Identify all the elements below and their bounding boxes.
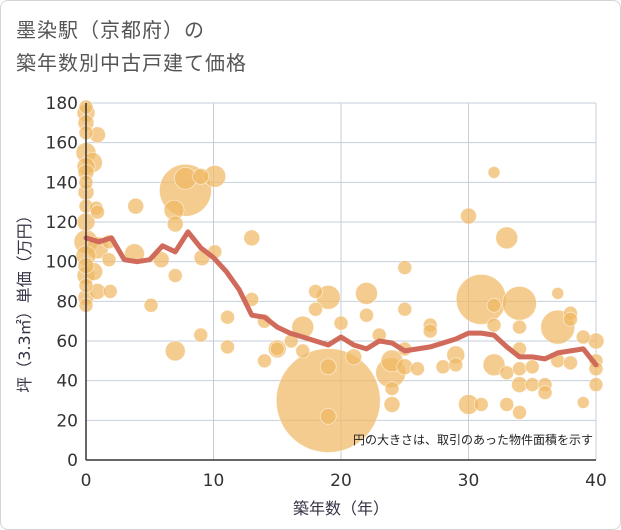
chart-title-line-2: 築年数別中古戸建て価格 [16, 51, 247, 75]
data-bubble [460, 207, 477, 225]
trend-line [83, 229, 599, 368]
data-bubble [257, 353, 272, 369]
data-bubble [275, 348, 381, 453]
data-bubble [269, 341, 285, 357]
data-bubble [333, 315, 349, 331]
data-bubble [143, 297, 159, 313]
data-bubble [167, 268, 183, 283]
data-bubble [90, 204, 105, 220]
data-bubble [152, 251, 170, 269]
x-axis-title: 築年数（年） [293, 499, 389, 518]
data-bubble [512, 319, 527, 335]
data-bubble [482, 353, 506, 377]
x-tick-label: 30 [458, 471, 480, 491]
data-bubble [455, 273, 507, 325]
data-bubble [524, 377, 540, 393]
data-bubble [220, 309, 235, 325]
bubble-size-note: 円の大きさは、取引のあった物件面積を示す [353, 432, 593, 447]
data-bubble [295, 343, 311, 359]
y-tick-label: 160 [46, 134, 78, 154]
data-bubble [588, 377, 604, 393]
data-bubble [486, 297, 502, 313]
data-bubble [193, 327, 209, 343]
data-bubble [487, 166, 501, 179]
y-tick-label: 40 [56, 372, 78, 392]
chart-title: 墨染駅（京都府）の 築年数別中古戸建て価格 [16, 14, 247, 80]
data-bubble [422, 323, 438, 339]
y-tick-label: 140 [46, 173, 78, 193]
data-bubble [359, 307, 374, 323]
data-bubble [101, 252, 117, 268]
y-axis-title: 坪（3.3㎡）単価（万円） [15, 207, 34, 392]
data-bubble [397, 301, 413, 317]
data-bubble [396, 358, 414, 376]
data-bubble [164, 340, 186, 362]
x-tick-label: 10 [203, 471, 225, 491]
y-tick-label: 80 [56, 292, 78, 312]
data-bubble [537, 385, 553, 400]
data-bubble [127, 197, 145, 215]
data-bubble [383, 396, 401, 413]
y-tick-label: 0 [67, 451, 78, 471]
data-bubble [345, 348, 363, 366]
y-tick-label: 100 [46, 253, 78, 273]
y-tick-label: 60 [56, 332, 78, 352]
x-tick-label: 0 [81, 471, 92, 491]
data-bubble [512, 361, 527, 377]
data-bubble [473, 397, 489, 412]
data-bubble [192, 167, 210, 185]
data-bubble [563, 355, 578, 371]
data-bubble [495, 226, 519, 250]
data-bubble [355, 281, 378, 305]
data-bubble [502, 285, 537, 321]
data-bubble [384, 381, 400, 397]
data-bubble [448, 357, 464, 373]
data-bubble [499, 397, 515, 412]
axes [85, 103, 596, 461]
x-tick-label: 40 [585, 471, 607, 491]
data-bubble [499, 365, 515, 381]
data-bubble [551, 286, 565, 300]
data-bubble [308, 284, 323, 299]
x-tick-label: 20 [330, 471, 352, 491]
bubble-layer [73, 99, 605, 453]
data-bubble [563, 311, 578, 327]
data-bubble [319, 358, 337, 376]
y-tick-label: 180 [46, 94, 78, 114]
data-bubble [524, 359, 540, 375]
y-tick-label: 120 [46, 213, 78, 233]
data-bubble [575, 329, 591, 345]
y-tick-label: 20 [56, 411, 78, 431]
data-bubble [243, 229, 261, 247]
data-bubble [102, 284, 118, 299]
chart-title-line-1: 墨染駅（京都府）の [16, 18, 205, 42]
data-bubble [410, 361, 425, 377]
tick-labels: 0 20 40 60 80 100 120 140 160 180 0 10 20 30 40 [46, 94, 607, 491]
data-bubble [220, 339, 235, 355]
data-bubble [435, 359, 451, 375]
data-bubble [397, 260, 413, 276]
data-bubble [166, 215, 184, 233]
data-bubble [576, 396, 590, 409]
data-bubble [308, 301, 323, 317]
data-bubble [319, 407, 337, 425]
data-bubble [512, 404, 527, 420]
data-bubble [486, 317, 502, 333]
